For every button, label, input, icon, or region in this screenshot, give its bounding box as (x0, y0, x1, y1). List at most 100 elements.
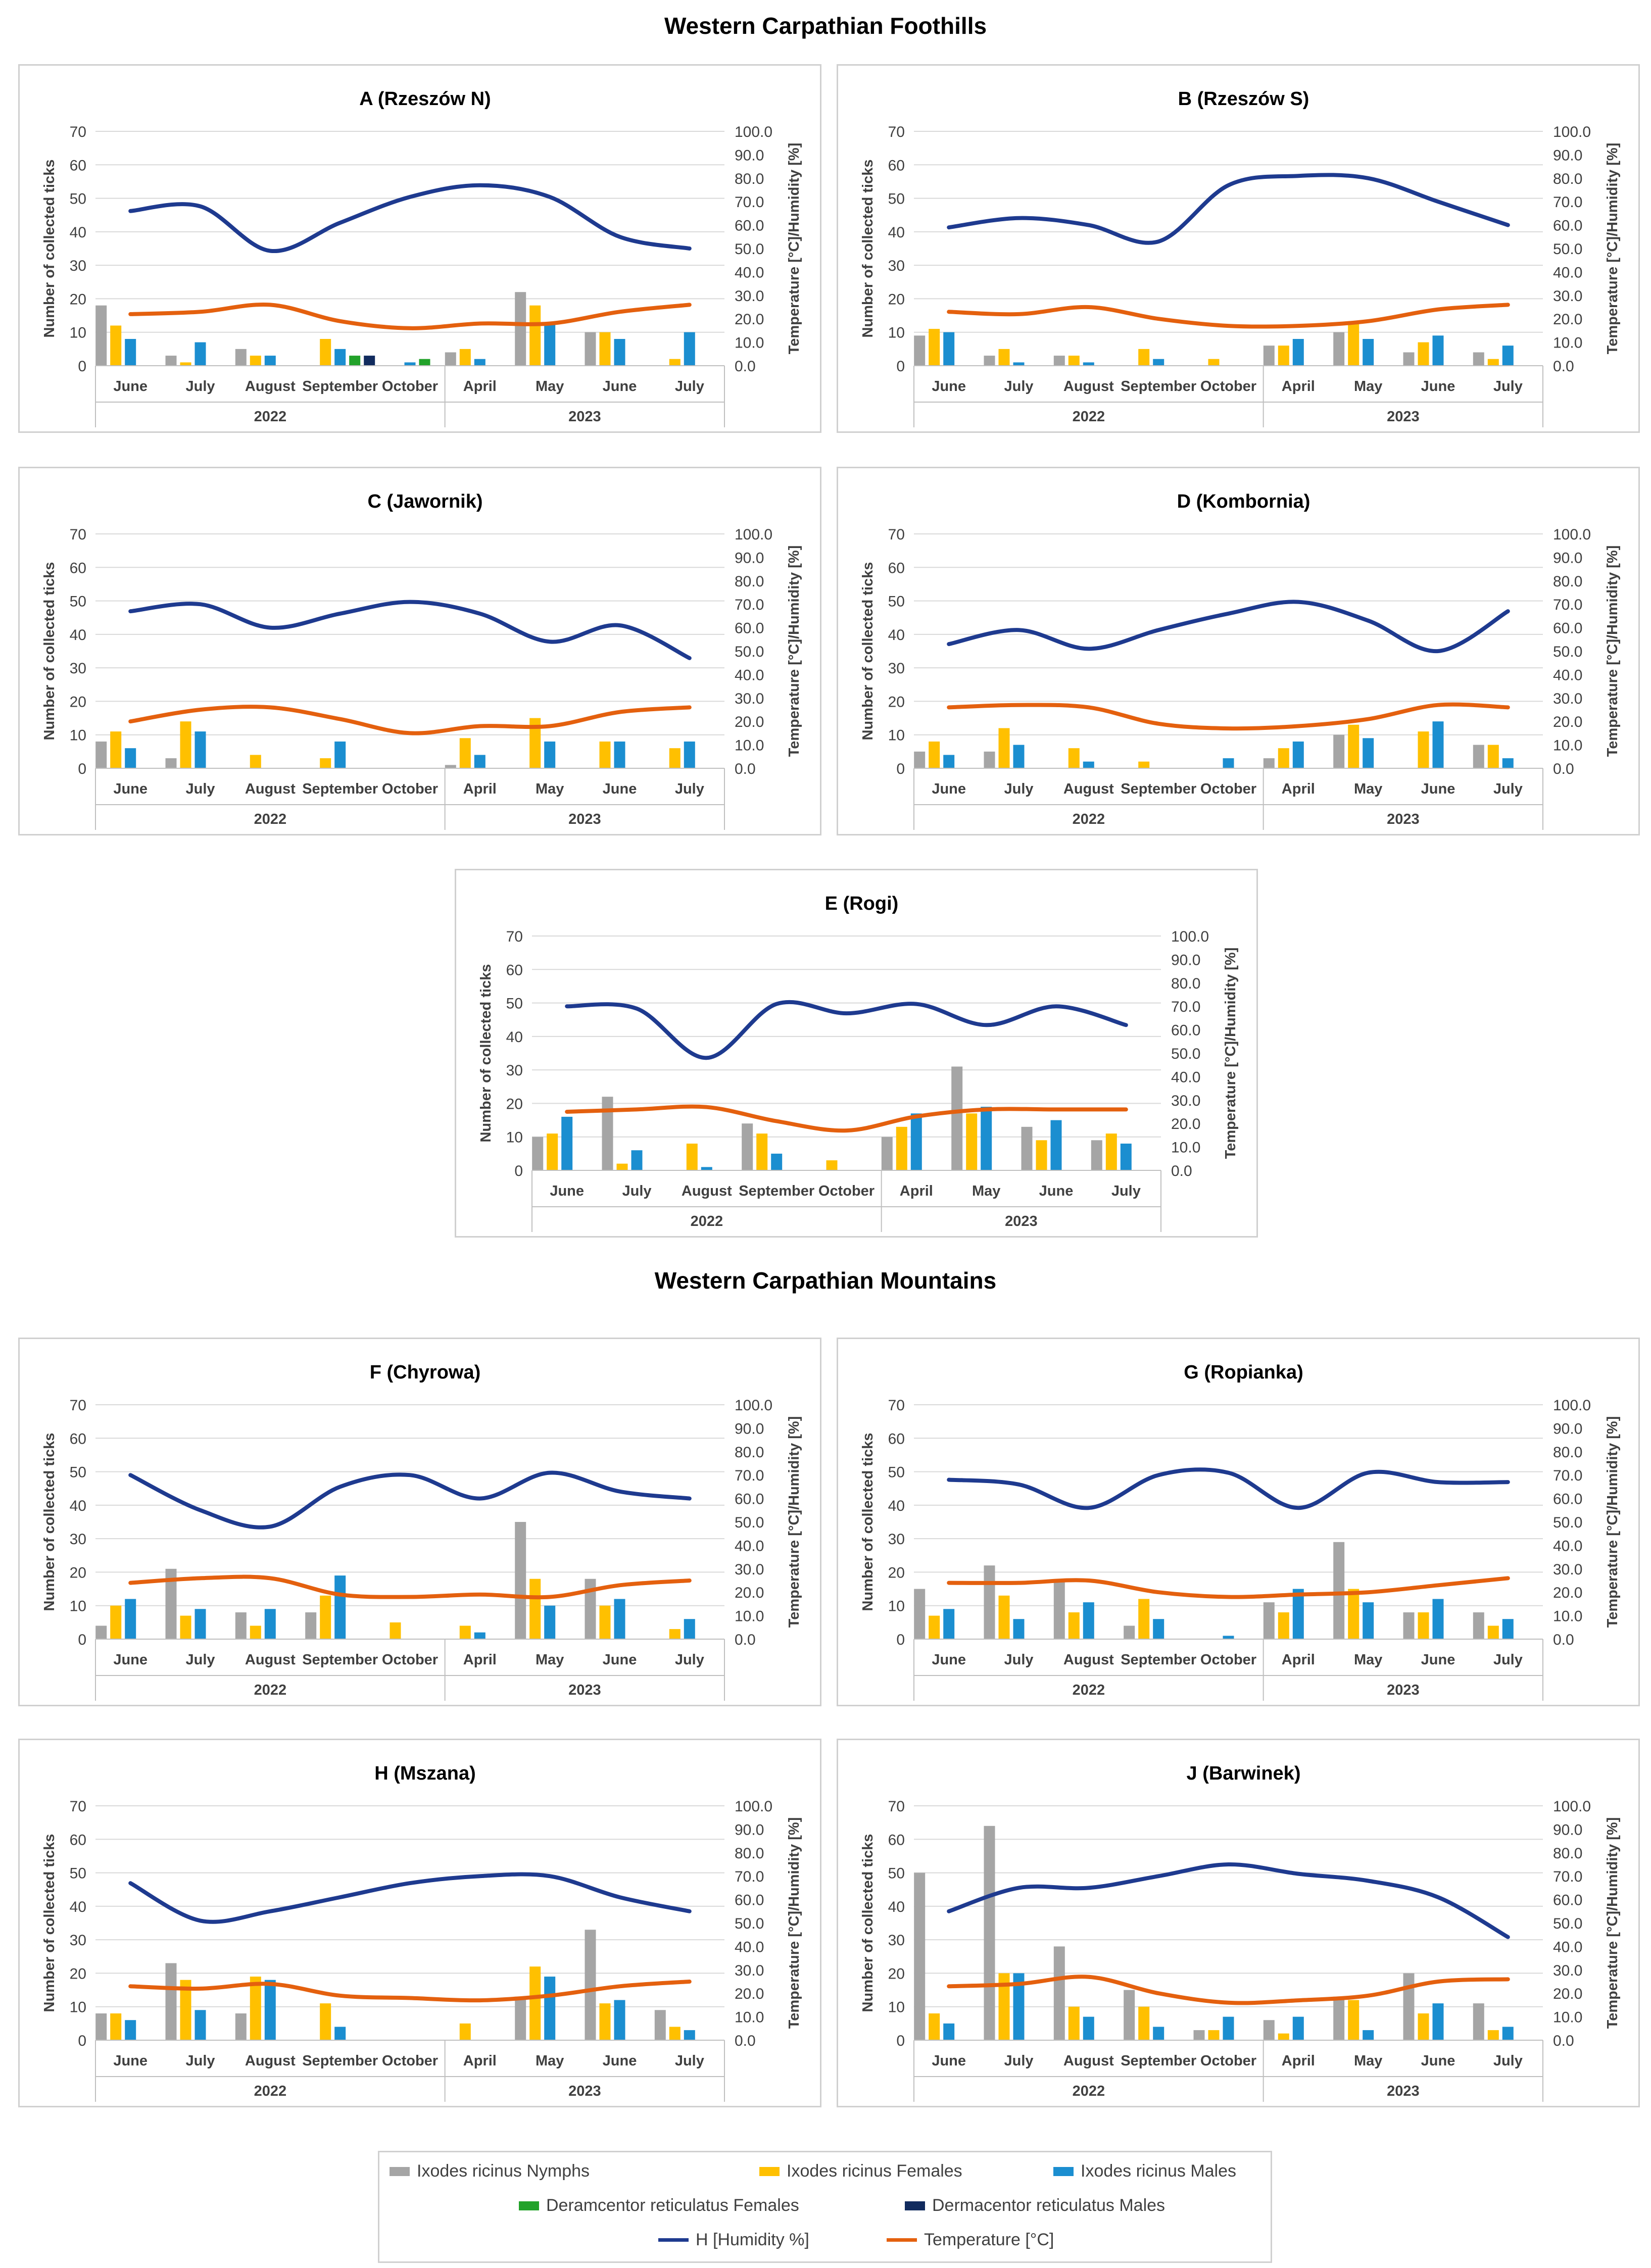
y2-tick-label: 20.0 (1553, 1585, 1582, 1601)
bar-ixodes-ricinus-nymphs (1473, 1612, 1484, 1639)
y2-tick-label: 60.0 (735, 620, 764, 637)
bar-ixodes-ricinus-males (1153, 1619, 1164, 1639)
bar-ixodes-ricinus-males (264, 1980, 276, 2040)
y2-tick-label: 0.0 (1553, 358, 1574, 375)
bar-ixodes-ricinus-nymphs (515, 1996, 526, 2040)
bar-ixodes-ricinus-males (1502, 346, 1514, 366)
bar-ixodes-ricinus-nymphs (305, 1612, 317, 1639)
bar-ixodes-ricinus-females (547, 1133, 558, 1170)
year-label: 2022 (254, 2083, 287, 2099)
bar-ixodes-ricinus-females (1138, 1599, 1150, 1639)
bar-ixodes-ricinus-males (614, 1599, 625, 1639)
y-tick-label: 20 (888, 1564, 905, 1581)
legend-label-nymphs: Ixodes ricinus Nymphs (417, 2161, 590, 2181)
y2-tick-label: 30.0 (735, 1561, 764, 1578)
y2-tick-label: 50.0 (1553, 1915, 1582, 1932)
y2-tick-label: 10.0 (735, 737, 764, 754)
bar-ixodes-ricinus-females (1487, 745, 1499, 768)
bar-ixodes-ricinus-nymphs (984, 1826, 995, 2040)
bar-ixodes-ricinus-males (1120, 1144, 1132, 1170)
legend-label-d-females: Deramcentor reticulatus Females (546, 2196, 799, 2215)
bar-ixodes-ricinus-males (334, 349, 346, 366)
x-tick-label: September (302, 378, 378, 395)
bar-ixodes-ricinus-females (1418, 342, 1429, 366)
y2-tick-label: 90.0 (735, 550, 764, 566)
y2-tick-label: 80.0 (735, 171, 764, 187)
bar-ixodes-ricinus-nymphs (1124, 1625, 1135, 1639)
bar-ixodes-ricinus-males (1223, 758, 1234, 768)
bar-ixodes-ricinus-nymphs (1333, 734, 1345, 768)
x-tick-label: August (1063, 378, 1114, 395)
chart-panel-J: J (Barwinek) 0 10 20 30 40 50 60 70 0.0 10.0 20.0 30… (837, 1739, 1640, 2107)
x-tick-label: April (1282, 1652, 1315, 1668)
bar-ixodes-ricinus-females (180, 721, 191, 768)
y-tick-label: 40 (888, 224, 905, 241)
bar-ixodes-ricinus-males (125, 748, 136, 768)
y2-tick-label: 100.0 (735, 1798, 772, 1815)
bar-ixodes-ricinus-nymphs (1053, 1582, 1065, 1639)
chart-panel-E: E (Rogi) 0 10 20 30 40 50 60 70 0.0 10.0 20.0 30.0 40… (455, 869, 1258, 1238)
bar-ixodes-ricinus-females (1487, 2030, 1499, 2040)
y2-tick-label: 50.0 (735, 1514, 764, 1531)
y2-tick-label: 90.0 (735, 1821, 764, 1838)
bar-ixodes-ricinus-nymphs (984, 1565, 995, 1639)
x-tick-label: May (1354, 378, 1382, 395)
x-tick-label: July (1493, 1652, 1523, 1668)
x-tick-label: April (1282, 378, 1315, 395)
x-tick-label: April (900, 1183, 933, 1199)
legend-item-d-males: Dermacentor reticulatus Males (905, 2196, 1165, 2215)
chart-legend: Ixodes ricinus Nymphs Ixodes ricinus Fem… (378, 2151, 1272, 2263)
bar-ixodes-ricinus-nymphs (165, 758, 177, 768)
x-tick-label: August (1063, 1652, 1114, 1668)
year-label: 2022 (254, 811, 287, 827)
bar-ixodes-ricinus-nymphs (1473, 2003, 1484, 2040)
bar-ixodes-ricinus-males (981, 1107, 992, 1170)
x-tick-label: July (622, 1183, 651, 1199)
legend-swatch-temperature (887, 2238, 917, 2242)
humidity-line (947, 1862, 1510, 1939)
bar-ixodes-ricinus-males (631, 1150, 643, 1170)
x-tick-label: April (463, 2053, 497, 2069)
y-tick-label: 70 (70, 124, 86, 140)
y-tick-label: 70 (70, 1397, 86, 1414)
bar-ixodes-ricinus-nymphs (165, 1568, 177, 1639)
bar-ixodes-ricinus-males (614, 339, 625, 366)
y-tick-label: 20 (70, 694, 86, 710)
y2-axis-title: Temperature [°C]/Humidity [%] (1605, 1817, 1621, 2029)
bar-ixodes-ricinus-males (195, 1609, 206, 1639)
chart-svg-B: B (Rzeszów S) 0 10 20 30 40 50 60 70 0.0 10.0 20.0 3… (860, 88, 1621, 427)
bar-ixodes-ricinus-nymphs (742, 1123, 753, 1170)
bar-ixodes-ricinus-males (1083, 761, 1094, 768)
y2-tick-label: 80.0 (1553, 1444, 1582, 1461)
bar-ixodes-ricinus-nymphs (1053, 356, 1065, 366)
temperature-line (565, 1104, 1128, 1133)
x-tick-label: July (675, 2053, 704, 2069)
y2-tick-label: 40.0 (735, 1939, 764, 1955)
y-axis-title: Number of collected ticks (41, 562, 58, 741)
bar-ixodes-ricinus-males (474, 755, 485, 768)
bar-ixodes-ricinus-females (110, 2013, 122, 2040)
y2-tick-label: 50.0 (735, 644, 764, 660)
y2-tick-label: 60.0 (735, 218, 764, 234)
x-tick-label: October (382, 781, 438, 797)
x-tick-label: September (302, 1652, 378, 1668)
x-tick-label: August (1063, 781, 1114, 797)
y-tick-label: 40 (506, 1029, 523, 1046)
bar-ixodes-ricinus-females (320, 2003, 331, 2040)
y-tick-label: 60 (506, 962, 523, 978)
y2-tick-label: 70.0 (1553, 1868, 1582, 1885)
y-tick-label: 40 (70, 627, 86, 644)
bar-ixodes-ricinus-females (459, 1625, 471, 1639)
bar-ixodes-ricinus-nymphs (515, 292, 526, 366)
bar-ixodes-ricinus-nymphs (95, 742, 107, 768)
bar-ixodes-ricinus-females (459, 349, 471, 366)
y-tick-label: 60 (70, 1832, 86, 1848)
bar-ixodes-ricinus-females (529, 305, 541, 366)
legend-swatch-nymphs (390, 2166, 410, 2176)
bar-ixodes-ricinus-males (1292, 1589, 1304, 1639)
y2-tick-label: 40.0 (1553, 264, 1582, 281)
x-tick-label: July (1004, 2053, 1033, 2069)
y-tick-label: 70 (888, 1798, 905, 1815)
bar-ixodes-ricinus-nymphs (914, 1589, 926, 1639)
bar-ixodes-ricinus-females (529, 718, 541, 768)
